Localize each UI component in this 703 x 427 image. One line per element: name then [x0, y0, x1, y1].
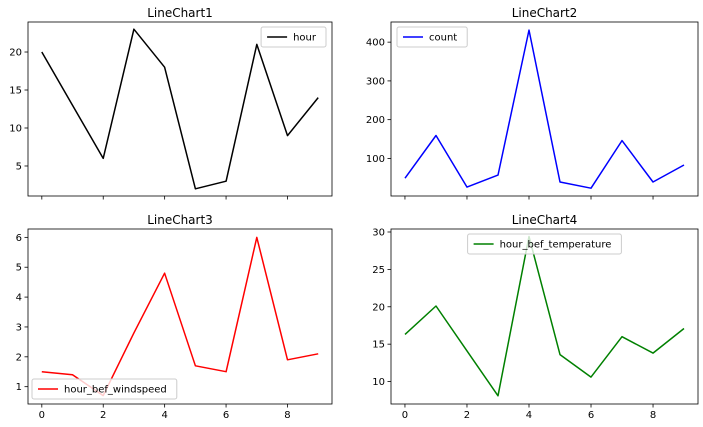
chart-title: LineChart1: [147, 6, 213, 20]
y-tick-label: 15: [9, 86, 22, 97]
y-tick-label: 200: [366, 115, 385, 126]
series-line-hour: [41, 28, 319, 190]
legend-box: [260, 26, 327, 48]
y-tick-label: 20: [372, 302, 385, 313]
y-tick-label: 10: [372, 377, 385, 388]
chart-title: LineChart4: [512, 213, 578, 227]
y-tick-label: 15: [372, 340, 385, 351]
x-tick-label: 4: [526, 410, 532, 421]
legend-label: hour_bef_windspeed: [64, 385, 167, 396]
legend-label: hour_bef_temperature: [500, 240, 612, 251]
chart-title: LineChart2: [512, 6, 578, 20]
y-tick-label: 300: [366, 76, 385, 87]
legend-box: [31, 378, 178, 400]
chart-panel-2: LineChart2 100 200 300 400 count: [366, 6, 699, 200]
y-tick-label: 5: [16, 263, 22, 274]
chart-panel-3: LineChart3 0 2 4 6 8 1 2 3 4 5 6 hour_bef_windspeed: [16, 213, 333, 421]
y-tick-label: 20: [9, 48, 22, 59]
series-line-count: [404, 29, 685, 189]
chart-title: LineChart3: [147, 213, 213, 227]
x-tick-label: 8: [650, 410, 656, 421]
y-tick-label: 1: [16, 382, 22, 393]
y-tick-label: 30: [372, 227, 385, 238]
x-tick-label: 2: [100, 410, 106, 421]
y-tick-label: 10: [9, 123, 22, 134]
chart-panel-1: LineChart1 5 10 15 20 hour: [9, 6, 333, 200]
legend: hour_bef_windspeed: [31, 378, 178, 400]
axes-frame: [27, 21, 333, 197]
axes-frame: [27, 228, 333, 405]
axes-frame: [390, 21, 699, 197]
y-tick-label: 100: [366, 154, 385, 165]
axes-frame: [390, 228, 699, 405]
x-tick-label: 4: [161, 410, 167, 421]
x-tick-label: 8: [284, 410, 290, 421]
y-tick-label: 4: [16, 293, 22, 304]
chart-panel-4: LineChart4 0 2 4 6 8 10 15 20 25 30 hour_bef_temper…: [372, 213, 699, 421]
y-tick-label: 5: [16, 161, 22, 172]
legend-box: [396, 26, 468, 48]
y-tick-label: 3: [16, 322, 22, 333]
legend-box: [467, 233, 622, 255]
legend-label: hour: [293, 33, 317, 44]
legend: hour: [260, 26, 327, 48]
x-tick-label: 0: [39, 410, 45, 421]
x-tick-label: 6: [223, 410, 229, 421]
series-line-hour_bef_temperature: [404, 235, 685, 397]
x-tick-label: 6: [588, 410, 594, 421]
y-tick-label: 25: [372, 265, 385, 276]
x-tick-label: 2: [464, 410, 470, 421]
x-tick-label: 0: [402, 410, 408, 421]
y-tick-label: 2: [16, 352, 22, 363]
y-tick-label: 6: [16, 233, 22, 244]
legend-label: count: [429, 33, 457, 44]
legend: count: [396, 26, 468, 48]
legend: hour_bef_temperature: [467, 233, 622, 255]
y-tick-label: 400: [366, 38, 385, 49]
